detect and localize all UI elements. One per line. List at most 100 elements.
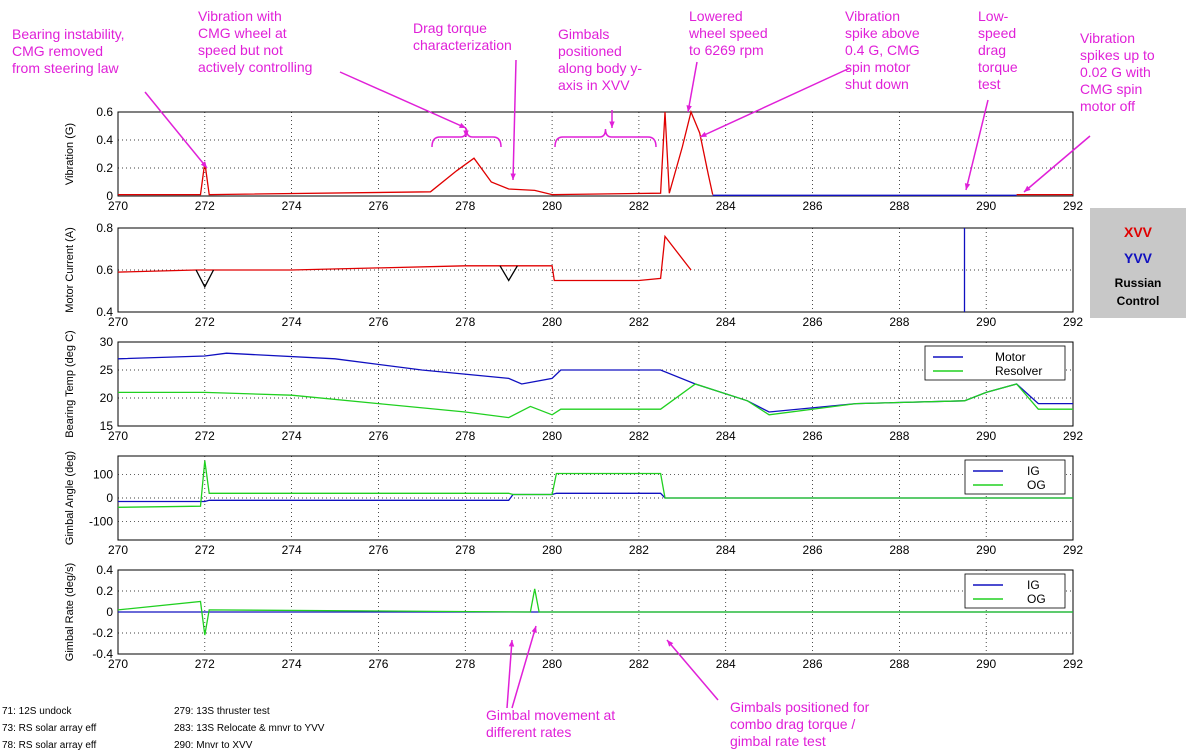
annotation-arrow [511, 625, 537, 709]
legend-label: OG [1027, 478, 1046, 492]
annotation-line: Lowered [689, 8, 743, 24]
annotation-line: Vibration [845, 8, 901, 24]
legend-box [924, 345, 1066, 381]
annotation-arrow [144, 91, 208, 169]
x-tick-label: 284 [716, 657, 736, 671]
panel-2: 270 272 274 276 278 280 282 284 286 288 290 292 15 20… [64, 330, 1083, 443]
legend-control: Control [1116, 294, 1160, 308]
y-tick-label: 0.6 [96, 263, 113, 277]
annotation-gimbal-movement: Gimbal movement at different rates [486, 707, 615, 741]
footnote: 71: 12S undock [2, 706, 72, 717]
x-tick-label: 272 [195, 315, 215, 329]
annotation-line: spin motor [845, 59, 911, 75]
legend-label: Resolver [995, 364, 1042, 378]
legend-box [964, 573, 1066, 609]
annotation-line: Low- [978, 8, 1009, 24]
annotation-line: CMG spin [1080, 81, 1143, 97]
annotation-line: combo drag torque / [730, 716, 856, 732]
x-tick-label: 286 [803, 429, 823, 443]
plot-frame [117, 111, 1074, 197]
x-tick-label: 276 [368, 315, 388, 329]
x-tick-label: 292 [1063, 657, 1083, 671]
arrow-head [1024, 185, 1031, 192]
annotation-brace [431, 128, 502, 148]
annotation-arrow [512, 59, 517, 181]
y-tick-label: 0.2 [96, 584, 113, 598]
x-tick-label: 292 [1063, 429, 1083, 443]
annotation-line: along body y- [558, 60, 643, 76]
legend-label: OG [1027, 592, 1046, 606]
y-tick-label: 0.4 [96, 133, 113, 147]
annotation-line: Drag torque [413, 20, 487, 36]
x-tick-label: 280 [542, 199, 562, 213]
annotation-line: speed [978, 25, 1017, 41]
x-tick-label: 284 [716, 199, 736, 213]
annotation-arrow [687, 61, 698, 113]
x-tick-label: 280 [542, 657, 562, 671]
y-tick-label: 15 [100, 419, 114, 433]
x-tick-label: 274 [282, 543, 302, 557]
arrow-head [510, 173, 516, 180]
y-axis-label: Vibration (G) [64, 123, 76, 185]
y-tick-label: 0.4 [96, 305, 113, 319]
x-tick-label: 292 [1063, 199, 1083, 213]
x-tick-label: 276 [368, 199, 388, 213]
annotation-line: spikes up to [1080, 47, 1155, 63]
x-tick-label: 286 [803, 543, 823, 557]
x-tick-label: 288 [889, 199, 909, 213]
x-tick-label: 278 [455, 199, 475, 213]
annotation-combo-drag-test: Gimbals positioned for combo drag torque… [730, 699, 869, 750]
x-tick-label: 276 [368, 543, 388, 557]
y-tick-label: 0.6 [96, 105, 113, 119]
x-tick-label: 278 [455, 315, 475, 329]
x-tick-label: 290 [976, 543, 996, 557]
annotation-line: spike above [845, 25, 920, 41]
x-tick-label: 272 [195, 199, 215, 213]
x-tick-label: 276 [368, 657, 388, 671]
annotation-arrow [666, 639, 719, 701]
series-line [118, 383, 1073, 419]
legend-yvv: YVV [1123, 250, 1152, 266]
y-tick-label: 0 [106, 189, 113, 203]
x-tick-label: 282 [629, 199, 649, 213]
x-tick-label: 274 [282, 429, 302, 443]
x-tick-label: 286 [803, 315, 823, 329]
annotation-line: motor off [1080, 98, 1135, 114]
annotation-lowered-wheel-speed: Lowered wheel speed to 6269 rpm [689, 8, 768, 59]
legend-label: IG [1027, 464, 1040, 478]
x-tick-label: 280 [542, 429, 562, 443]
y-axis-label: Bearing Temp (deg C) [64, 330, 76, 437]
x-tick-label: 284 [716, 543, 736, 557]
annotation-vibration-not-controlling: Vibration with CMG wheel at speed but no… [198, 8, 312, 76]
annotation-line: drag [978, 42, 1007, 58]
x-tick-label: 274 [282, 657, 302, 671]
annotation-line: Vibration with [198, 8, 282, 24]
footnote: 283: 13S Relocate & mnvr to YVV [174, 723, 325, 734]
y-tick-label: -0.4 [92, 647, 113, 661]
arrow-head [964, 183, 971, 190]
x-tick-label: 282 [629, 657, 649, 671]
legend-russian: Russian [1114, 276, 1162, 290]
y-tick-label: 25 [100, 363, 114, 377]
y-tick-label: 100 [93, 468, 113, 482]
x-tick-label: 290 [976, 315, 996, 329]
y-axis-label: Gimbal Rate (deg/s) [64, 563, 76, 661]
series-line [117, 588, 1073, 636]
y-tick-label: 0 [106, 605, 113, 619]
series-line [117, 460, 1073, 508]
x-tick-label: 290 [976, 429, 996, 443]
x-tick-label: 284 [716, 315, 736, 329]
y-axis-label: Motor Current (A) [64, 227, 76, 313]
legend-xvv: XVV [1123, 224, 1152, 240]
panel-3: 270 272 274 276 278 280 282 284 286 288 290 292 -100… [64, 451, 1083, 557]
panel-1: 270 272 274 276 278 280 282 284 286 288 290 292 0.4 0… [64, 221, 1083, 329]
footnote: 73: RS solar array eff [2, 723, 97, 734]
arrow-head [609, 121, 615, 128]
arrow-head [508, 640, 515, 647]
annotation-line: Bearing instability, [12, 26, 125, 42]
arrow-head [667, 640, 674, 647]
x-tick-label: 272 [195, 657, 215, 671]
